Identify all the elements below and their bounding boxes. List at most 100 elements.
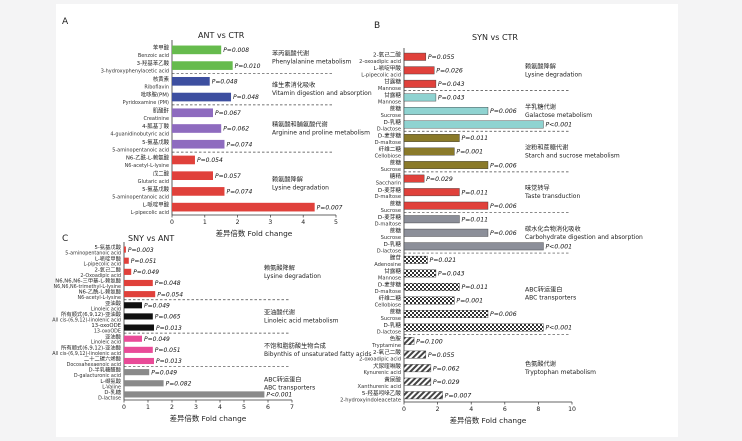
category-label-cn: L-哌啶甲酸 xyxy=(143,201,170,209)
bar xyxy=(124,391,265,398)
chart-panel-a: A ANT vs CTR 0 1 2 3 4 5 差异倍数 Fold change P=0.008… xyxy=(62,17,372,238)
bar-p-value: P=0.011 xyxy=(461,189,488,196)
category-label-cn: L-缬氨酸 xyxy=(100,377,121,385)
category-label-en: D-maltose xyxy=(375,194,401,200)
bar xyxy=(403,106,489,115)
bar-p-value: P<0.001 xyxy=(266,392,292,399)
bar xyxy=(403,242,544,251)
bar xyxy=(403,93,437,102)
bar-p-value: P=0.048 xyxy=(212,79,238,86)
category-label-en: Linoleic acid xyxy=(91,340,121,346)
group-label-cn: 赖氨酸降解 xyxy=(525,62,556,70)
bar-p-value: P=0.043 xyxy=(438,95,465,102)
x-tick-label: 4 xyxy=(469,406,473,413)
category-label-en: Linoleic acid xyxy=(91,306,121,312)
bar-p-value: P=0.021 xyxy=(430,257,457,264)
bar xyxy=(403,350,427,359)
category-label-cn: 苯甲酸 xyxy=(153,43,170,51)
bar xyxy=(403,66,435,75)
category-label-en: Xanthurenic acid xyxy=(358,384,401,390)
category-label-en: Benzoic acid xyxy=(138,53,169,59)
bar-p-value: P<0.001 xyxy=(545,244,572,251)
bar xyxy=(403,323,544,332)
x-tick-label: 4 xyxy=(218,404,222,411)
category-label-cn: L-哌啶甲酸 xyxy=(374,64,402,72)
bar xyxy=(124,302,142,309)
category-label-en: 13-oxoODE xyxy=(94,329,121,335)
category-label-cn: 蔗糖 xyxy=(390,105,402,113)
category-label-en: D-lactose xyxy=(377,127,401,133)
category-label-en: Riboflavin xyxy=(144,84,169,90)
category-label-cn: 5-氨基戊酸 xyxy=(95,243,122,251)
bar xyxy=(403,283,460,291)
category-label-cn: 所有顺式(6,9,12)-亚油酸 xyxy=(61,343,122,351)
chart-title: SYN vs CTR xyxy=(472,33,518,42)
category-label-cn: D-乳糖 xyxy=(104,388,121,396)
category-label-en: All cis-(6,9,12)-linolenic acid xyxy=(52,351,121,357)
bar-p-value: P=0.006 xyxy=(490,311,517,318)
bar xyxy=(403,188,460,197)
bar-p-value: P=0.010 xyxy=(235,63,261,70)
figure-panel-background xyxy=(56,4,678,437)
bar xyxy=(124,279,153,287)
group-label-cn: 赖氨酸降解 xyxy=(264,264,295,272)
x-tick-label: 0 xyxy=(122,404,126,411)
category-label-en: 5-aminopentanoic acid xyxy=(112,194,169,200)
bar xyxy=(403,269,437,278)
x-tick-label: 3 xyxy=(194,404,198,411)
category-label-cn: 纤维二糖 xyxy=(379,294,402,302)
category-label-cn: 亚油酸 xyxy=(105,299,122,307)
category-label-cn: 甘露糖 xyxy=(384,267,401,275)
category-label-en: L-Valine xyxy=(102,384,121,390)
category-label-cn: 核黄素 xyxy=(153,75,170,83)
bar xyxy=(172,202,315,212)
bar-p-value: P=0.074 xyxy=(226,141,252,148)
category-label-en: Cellobiose xyxy=(375,303,401,309)
group-label-cn: ABC转运蛋白 xyxy=(264,375,301,383)
group-label-en: Arginine and proline metabolism xyxy=(272,130,370,137)
bar xyxy=(124,346,153,353)
category-label-en: Cellobiose xyxy=(375,154,401,160)
bar-p-value: P<0.001 xyxy=(545,325,572,332)
bar xyxy=(172,61,233,70)
category-label-cn: 2-氧己二酸 xyxy=(373,50,401,58)
charts-layer: A ANT vs CTR 0 1 2 3 4 5 差异倍数 Fold change P=0.008… xyxy=(52,17,643,425)
category-label-cn: 5-氨基戊酸 xyxy=(142,138,170,146)
x-axis-label: 差异倍数 Fold change xyxy=(450,416,527,425)
x-tick-label: 1 xyxy=(203,219,207,226)
bar xyxy=(403,215,460,224)
bar xyxy=(124,335,142,342)
group-label-cn: 赖氨酸降解 xyxy=(272,176,303,184)
category-label-en: 3-hydroxyphenylacetic acid xyxy=(101,69,169,75)
bar-p-value: P<0.001 xyxy=(545,122,572,129)
category-label-en: D-galacturonic acid xyxy=(74,373,121,379)
bar-p-value: P=0.003 xyxy=(128,247,154,254)
x-tick-label: 2 xyxy=(236,219,240,226)
group-label-en: Taste transduction xyxy=(524,193,580,200)
category-label-en: Sucrose xyxy=(381,235,401,241)
bar xyxy=(403,377,432,386)
group-label-en: Linoleic acid metabolism xyxy=(264,317,339,324)
group-label-en: Tryptophan metabolism xyxy=(524,369,596,376)
bar-p-value: P=0.055 xyxy=(428,54,455,61)
bar xyxy=(403,310,489,318)
category-label-en: Sucrose xyxy=(381,316,401,322)
bar-p-value: P=0.074 xyxy=(226,189,252,196)
category-label-cn: 甘露糖 xyxy=(384,77,401,85)
category-label-cn: N6-乙酰-L-赖氨酸 xyxy=(126,154,170,162)
bar-p-value: P=0.048 xyxy=(233,94,259,101)
category-label-cn: 色胺 xyxy=(390,335,402,343)
category-label-en: N6,N6,N6-trimethyl-L-lysine xyxy=(53,284,121,290)
bar-p-value: P=0.051 xyxy=(131,258,157,265)
category-label-en: N6-acetyl-L-lysine xyxy=(125,163,169,169)
bar xyxy=(403,364,432,373)
category-label-cn: 蔗糖 xyxy=(390,159,402,167)
bar xyxy=(403,337,415,346)
bar xyxy=(403,228,489,237)
chart-panel-b: B SYN vs CTR 0 2 4 6 8 10 差异倍数 Fold change P=0.05… xyxy=(340,21,643,425)
category-label-en: L-pipecolic acid xyxy=(131,210,169,216)
panel-letter: A xyxy=(62,17,69,27)
x-tick-label: 5 xyxy=(242,404,246,411)
x-tick-label: 6 xyxy=(503,406,507,413)
